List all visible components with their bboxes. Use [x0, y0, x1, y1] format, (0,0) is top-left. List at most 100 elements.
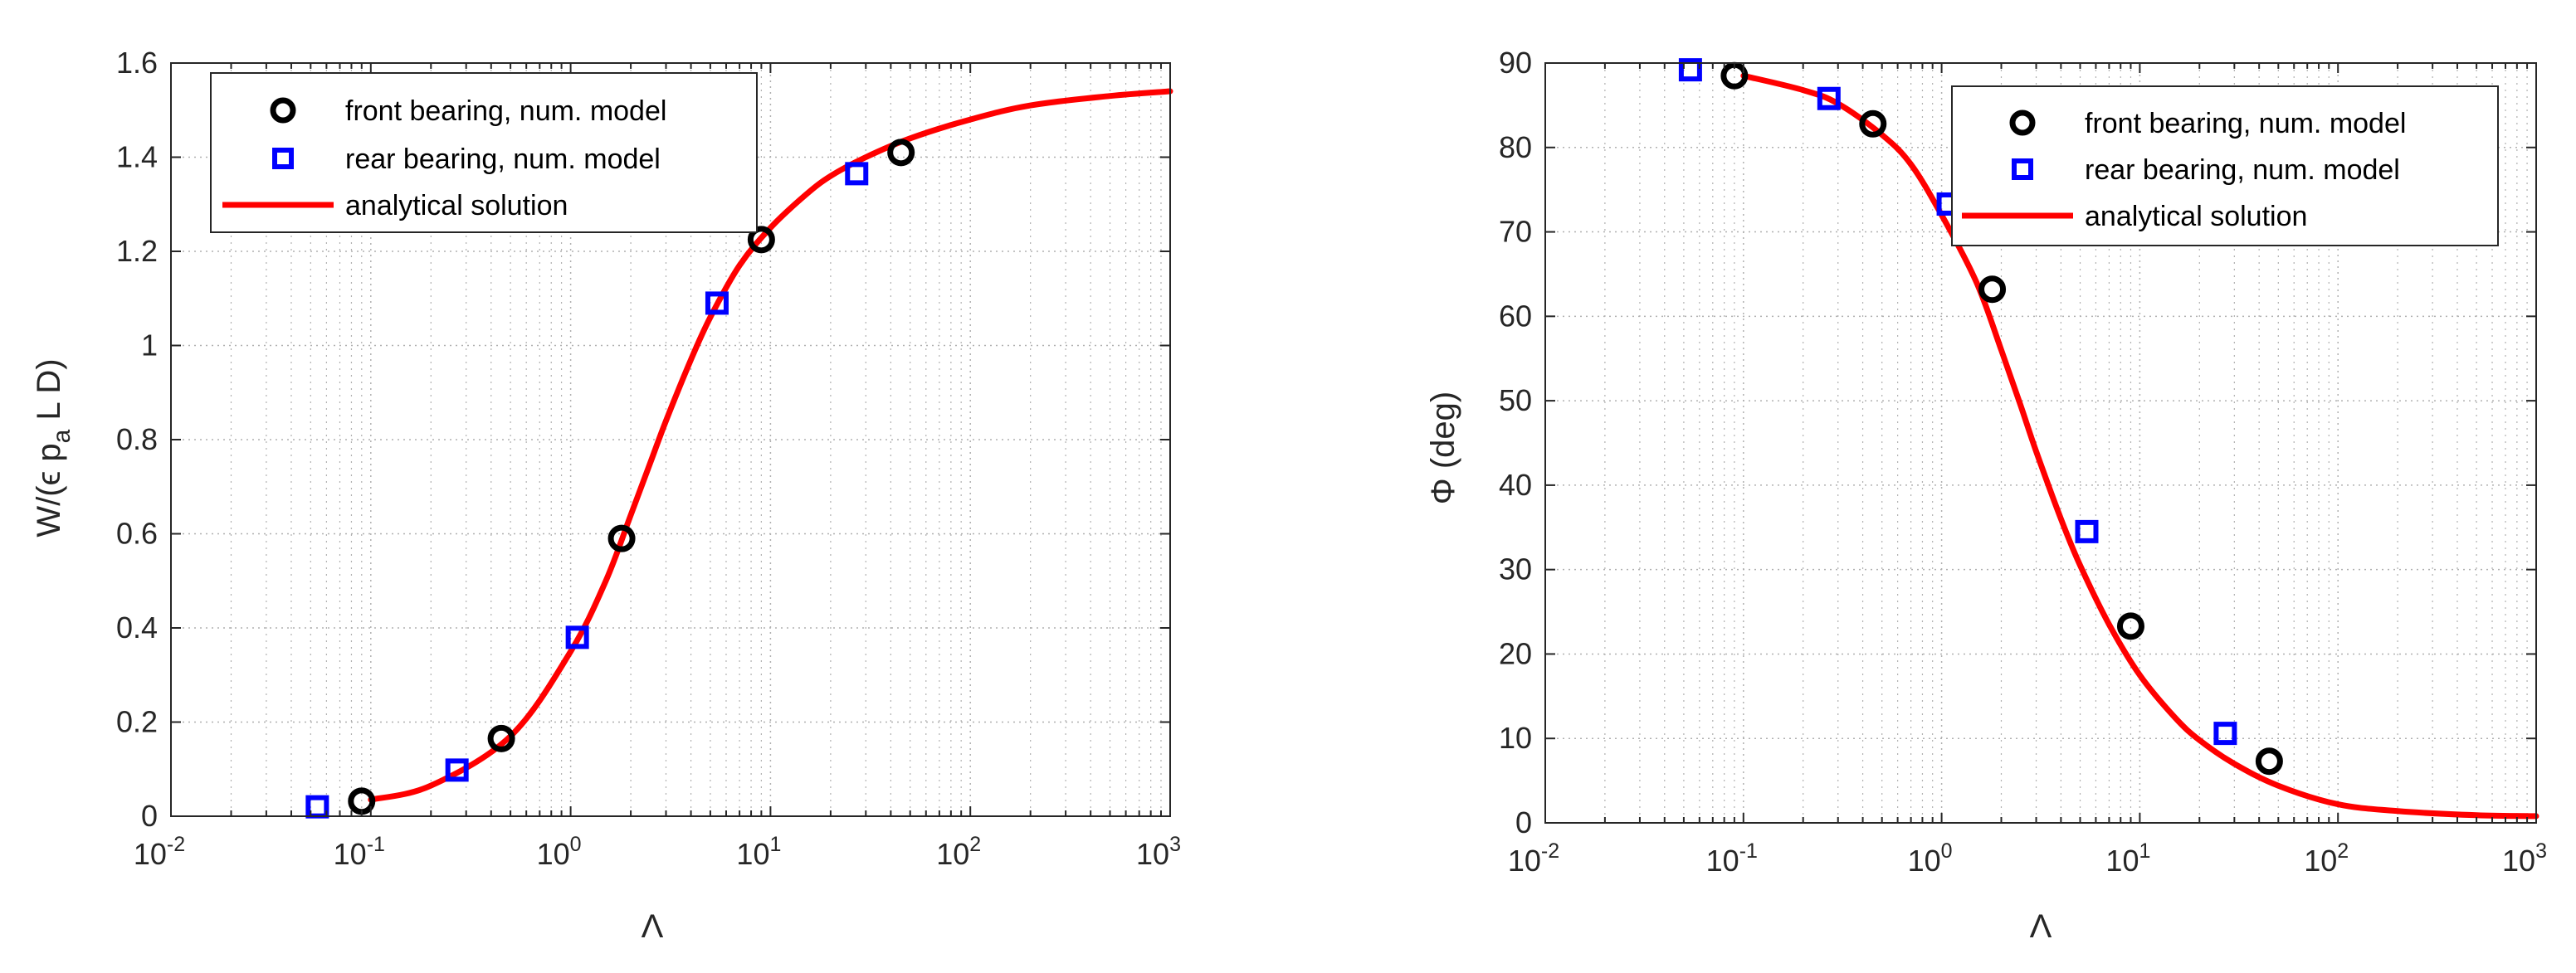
x-tick-label-exponent: -1: [1739, 839, 1758, 863]
analytical-solution-line: [368, 88, 1173, 803]
y-axis-label: Φ (deg): [1425, 392, 1461, 504]
y-axis-label-subscript: a: [48, 429, 76, 443]
x-tick-label: 103: [2502, 839, 2547, 878]
tick-marks: [1544, 62, 2536, 824]
x-tick-label-base: 10: [1908, 844, 1941, 878]
x-tick-label: 10-2: [134, 833, 185, 871]
y-tick-labels: 0 0.2 0.4 0.6 0.8 1 1.2 1.4 1.6: [116, 46, 158, 833]
legend: front bearing, num. model rear bearing, …: [1951, 85, 2499, 246]
y-axis-label: W/(ϵ pa L D): [31, 358, 76, 537]
y-tick-labels: 0 10 20 30 40 50 60 70 80 90: [1499, 46, 1532, 839]
legend-marker-rear-bearing: [272, 148, 294, 169]
y-tick-label: 0: [1515, 805, 1532, 839]
front-bearing-point: [887, 139, 915, 167]
rear-bearing-point: [2075, 519, 2099, 543]
x-tick-label-exponent: 2: [969, 833, 981, 856]
rear-bearing-point: [1678, 58, 1702, 82]
x-tick-label-base: 10: [334, 837, 367, 871]
x-tick-label-exponent: -2: [167, 833, 185, 856]
legend-marker-rear-bearing: [2012, 158, 2033, 180]
x-tick-label-exponent: 1: [2139, 839, 2150, 863]
x-tick-label-base: 10: [134, 837, 167, 871]
front-bearing-point: [2116, 612, 2144, 640]
x-tick-label: 101: [2105, 839, 2150, 878]
y-tick-label: 50: [1499, 383, 1532, 417]
tick-marks: [170, 62, 1170, 817]
y-tick-label: 20: [1499, 636, 1532, 670]
y-tick-label: 90: [1499, 46, 1532, 80]
y-axis-label-rest: L D): [31, 358, 67, 429]
x-tick-label: 102: [936, 833, 981, 871]
x-tick-label: 10-2: [1508, 839, 1559, 878]
legend-box: [1951, 85, 2499, 246]
x-tick-label-base: 10: [936, 837, 969, 871]
analytical-solution-line: [1740, 72, 2539, 820]
legend-marker-front-bearing: [2009, 109, 2036, 136]
front-bearing-point: [1859, 109, 1887, 138]
x-tick-label: 103: [1136, 833, 1181, 871]
y-tick-label: 0.4: [116, 611, 158, 645]
x-axis-label: Λ: [642, 908, 664, 945]
x-axis-label: Λ: [2030, 908, 2052, 945]
rear-bearing-point: [565, 625, 589, 649]
y-tick-label: 70: [1499, 215, 1532, 249]
y-tick-label: 80: [1499, 130, 1532, 164]
x-tick-label-exponent: -1: [367, 833, 385, 856]
x-tick-labels: 10-2 10-1 100 101 102 103: [1508, 839, 2547, 878]
x-tick-label-exponent: 0: [570, 833, 582, 856]
legend-label-front-bearing: front bearing, num. model: [345, 95, 666, 127]
legend-label-front-bearing: front bearing, num. model: [2085, 108, 2406, 139]
front-bearing-point: [607, 524, 636, 552]
legend-label-rear-bearing: rear bearing, num. model: [345, 144, 661, 175]
front-bearing-point: [747, 226, 775, 254]
y-tick-label: 60: [1499, 299, 1532, 333]
x-tick-label: 102: [2304, 839, 2349, 878]
x-tick-label-base: 10: [1136, 837, 1169, 871]
legend-label-analytical: analytical solution: [345, 190, 568, 221]
x-tick-label: 100: [1908, 839, 1953, 878]
rear-bearing-point: [1817, 86, 1841, 110]
rear-bearing-point: [845, 162, 869, 186]
x-tick-label-base: 10: [2105, 844, 2139, 878]
x-tick-label-exponent: 0: [1941, 839, 1953, 863]
x-tick-labels: 10-2 10-1 100 101 102 103: [134, 833, 1181, 871]
x-tick-label: 100: [537, 833, 582, 871]
x-tick-label-base: 10: [2502, 844, 2535, 878]
y-tick-label: 1: [141, 328, 158, 362]
y-tick-label: 10: [1499, 721, 1532, 755]
x-tick-label: 10-1: [334, 833, 385, 871]
x-tick-label-exponent: 3: [1169, 833, 1181, 856]
x-tick-label-exponent: 2: [2337, 839, 2349, 863]
x-tick-label-base: 10: [1706, 844, 1739, 878]
rear-bearing-point: [445, 758, 469, 782]
data-layer: [1678, 58, 2539, 820]
x-tick-label-exponent: 3: [2535, 839, 2547, 863]
y-tick-label: 1.4: [116, 140, 158, 174]
front-bearing-point: [1978, 275, 2007, 304]
legend-marker-front-bearing: [270, 97, 296, 124]
legend-label-analytical: analytical solution: [2085, 201, 2307, 232]
x-tick-label-base: 10: [537, 837, 570, 871]
rear-bearing-point: [2213, 722, 2237, 746]
front-bearing-point: [2255, 747, 2283, 776]
x-tick-label-base: 10: [1508, 844, 1541, 878]
front-bearing-point: [487, 724, 515, 752]
axes-box: [1544, 62, 2537, 824]
y-axis-label-main: W/(ϵ p: [31, 443, 67, 537]
y-tick-label: 1.6: [116, 46, 158, 80]
y-tick-label: 0.6: [116, 517, 158, 551]
x-tick-label-base: 10: [736, 837, 769, 871]
legend: front bearing, num. model rear bearing, …: [210, 72, 758, 233]
y-tick-label: 0.2: [116, 705, 158, 739]
x-tick-label-exponent: -2: [1541, 839, 1559, 863]
x-tick-label-exponent: 1: [769, 833, 781, 856]
y-tick-label: 30: [1499, 552, 1532, 586]
y-tick-label: 1.2: [116, 234, 158, 268]
y-tick-label: 0.8: [116, 422, 158, 456]
x-tick-label: 10-1: [1706, 839, 1758, 878]
load-chart: 00.20.40.60.811.21.41.6 10-2 10-1 100 101 10…: [31, 46, 1181, 945]
y-tick-label: 40: [1499, 468, 1532, 502]
y-tick-label: 0: [141, 799, 158, 833]
